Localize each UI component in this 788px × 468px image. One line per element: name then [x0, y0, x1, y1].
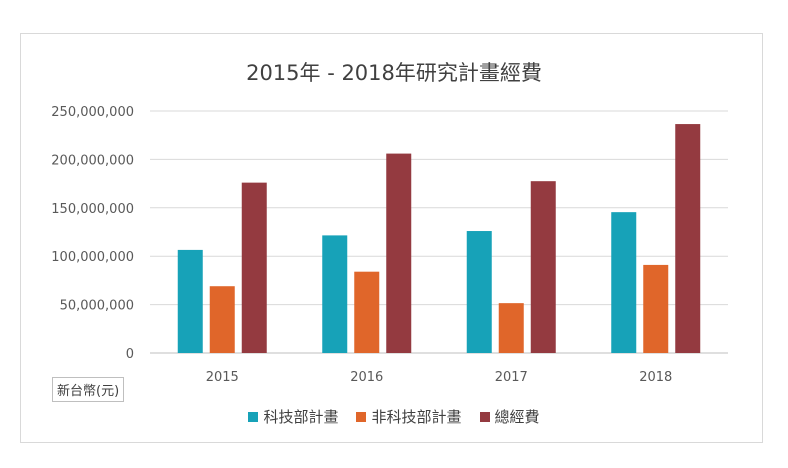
bar — [675, 124, 701, 354]
y-tick-label: 150,000,000 — [51, 202, 134, 217]
bar — [386, 153, 412, 353]
chart-title: 2015年 - 2018年研究計畫經費 — [246, 61, 542, 85]
legend-item-0: 科技部計畫 — [248, 406, 338, 427]
bar — [209, 286, 235, 353]
legend-label-1: 非科技部計畫 — [371, 408, 462, 426]
y-tick-label: 0 — [126, 347, 134, 362]
bar — [354, 271, 380, 353]
legend: 科技部計畫 非科技部計畫 總經費 — [0, 406, 788, 427]
x-tick-label: 2016 — [350, 370, 383, 385]
legend-swatch-0 — [248, 411, 259, 422]
y-tick-label: 200,000,000 — [51, 153, 134, 168]
legend-swatch-1 — [356, 411, 367, 422]
bar — [530, 181, 556, 353]
legend-label-2: 總經費 — [494, 408, 540, 426]
bar — [498, 303, 524, 353]
x-tick-label: 2015 — [206, 370, 239, 385]
bar — [611, 212, 637, 353]
legend-label-0: 科技部計畫 — [263, 408, 339, 426]
unit-label: 新台幣(元) — [52, 377, 125, 402]
bar — [241, 182, 267, 353]
y-tick-label: 50,000,000 — [60, 299, 134, 314]
y-tick-label: 100,000,000 — [51, 250, 134, 265]
bar — [466, 231, 492, 353]
bar — [643, 264, 669, 353]
x-tick-label: 2018 — [639, 370, 672, 385]
legend-item-2: 總經費 — [479, 406, 540, 427]
x-tick-label: 2017 — [495, 370, 528, 385]
legend-swatch-2 — [479, 411, 490, 422]
bar — [177, 249, 203, 353]
legend-item-1: 非科技部計畫 — [356, 406, 462, 427]
bar — [322, 235, 348, 353]
y-tick-label: 250,000,000 — [51, 105, 134, 120]
